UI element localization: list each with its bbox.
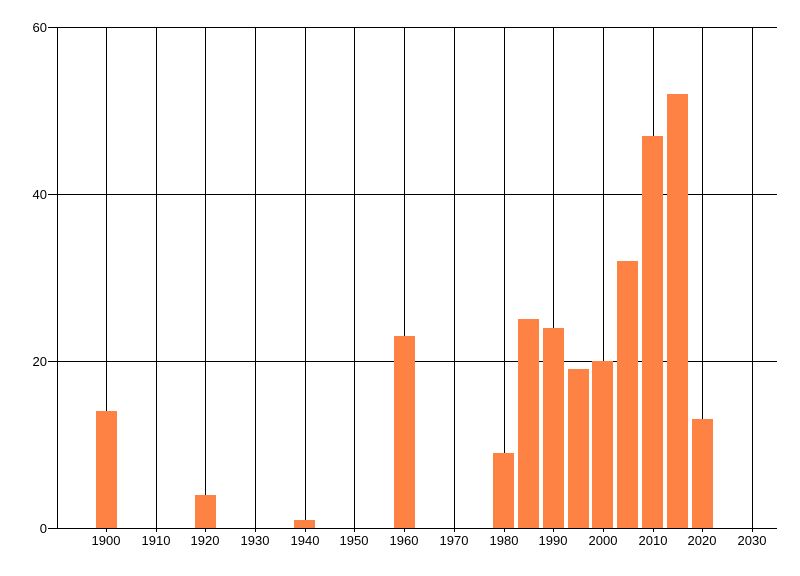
bar-2010 — [642, 136, 663, 528]
x-axis-tick-label: 2010 — [638, 533, 668, 548]
vertical-gridline — [504, 27, 505, 532]
x-axis-tick-label: 1940 — [290, 533, 320, 548]
bar-2000 — [592, 361, 613, 528]
vertical-gridline — [354, 27, 355, 532]
vertical-gridline — [255, 27, 256, 532]
bar-2020 — [692, 419, 713, 528]
bar-2005 — [617, 261, 638, 528]
bar-1995 — [568, 369, 589, 528]
vertical-gridline — [106, 27, 107, 532]
x-axis-tick-label: 1920 — [190, 533, 220, 548]
y-axis-tick-label: 0 — [39, 521, 47, 536]
y-axis-line — [57, 27, 58, 528]
x-axis-tick-label: 1960 — [389, 533, 419, 548]
x-axis-tick-label: 1980 — [489, 533, 519, 548]
bar-1940 — [294, 520, 315, 528]
bar-1920 — [195, 495, 216, 528]
horizontal-gridline — [48, 528, 777, 529]
vertical-gridline — [404, 27, 405, 532]
x-axis-tick-label: 2030 — [737, 533, 767, 548]
x-axis-tick-label: 1950 — [339, 533, 369, 548]
y-axis-tick-label: 20 — [32, 354, 47, 369]
vertical-gridline — [702, 27, 703, 532]
x-axis-tick-label: 1970 — [439, 533, 469, 548]
vertical-gridline — [454, 27, 455, 532]
vertical-gridline — [752, 27, 753, 532]
bar-1900 — [96, 411, 117, 528]
bar-1980 — [493, 453, 514, 528]
vertical-gridline — [305, 27, 306, 532]
bar-2015 — [667, 94, 688, 528]
x-axis-tick-label: 1900 — [91, 533, 121, 548]
horizontal-gridline — [48, 27, 777, 28]
x-axis-tick-label: 1930 — [240, 533, 270, 548]
vertical-gridline — [205, 27, 206, 532]
bar-1960 — [394, 336, 415, 528]
horizontal-gridline — [48, 194, 777, 195]
vertical-gridline — [603, 27, 604, 532]
x-axis-tick-label: 2000 — [588, 533, 618, 548]
x-axis-tick-label: 2020 — [687, 533, 717, 548]
vertical-gridline — [156, 27, 157, 532]
x-axis-tick-label: 1910 — [141, 533, 171, 548]
vertical-gridline — [553, 27, 554, 532]
bar-1990 — [543, 328, 564, 528]
y-axis-tick-label: 40 — [32, 187, 47, 202]
bar-1985 — [518, 319, 539, 528]
y-axis-tick-label: 60 — [32, 20, 47, 35]
x-axis-tick-label: 1990 — [538, 533, 568, 548]
